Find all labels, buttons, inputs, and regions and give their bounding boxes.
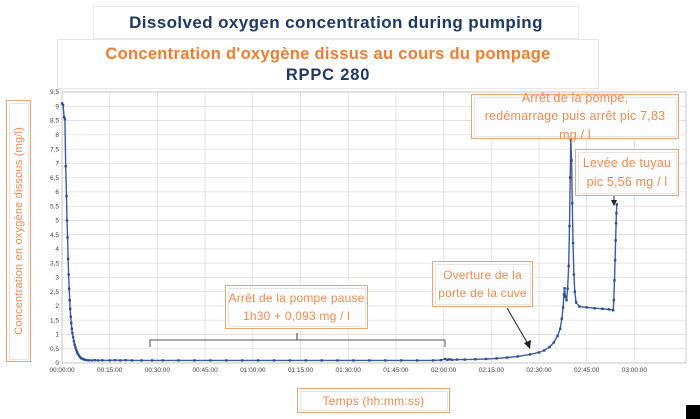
annotation-pump-stop-restart: Arrêt de la pompe, redémarrage puis arrê… xyxy=(471,91,679,142)
corner-black-rectangle xyxy=(686,405,700,419)
annotation-text: porte de la cuve xyxy=(438,286,527,300)
svg-text:00:30:00: 00:30:00 xyxy=(145,367,171,374)
svg-text:01:45:00: 01:45:00 xyxy=(383,367,409,374)
y-axis-label-box: Concentration en oxygène dissous (mg/l) xyxy=(6,100,31,362)
svg-text:01:15:00: 01:15:00 xyxy=(288,367,314,374)
svg-text:4: 4 xyxy=(55,246,59,253)
svg-text:00:45:00: 00:45:00 xyxy=(192,367,218,374)
svg-text:6,5: 6,5 xyxy=(50,175,59,182)
svg-text:0,5: 0,5 xyxy=(50,346,59,353)
svg-text:02:45:00: 02:45:00 xyxy=(574,367,600,374)
svg-text:02:00:00: 02:00:00 xyxy=(431,367,457,374)
annotation-tank-door-open: Overture de la porte de la cuve xyxy=(432,261,533,307)
svg-text:2,5: 2,5 xyxy=(50,289,59,296)
svg-text:6: 6 xyxy=(55,189,59,196)
annotation-text: Overture de la xyxy=(443,268,522,282)
svg-text:01:00:00: 01:00:00 xyxy=(240,367,266,374)
title-french-box: Concentration d'oxygène dissus au cours … xyxy=(57,39,599,89)
svg-text:0: 0 xyxy=(55,360,59,367)
svg-text:9: 9 xyxy=(55,103,59,110)
svg-text:1,5: 1,5 xyxy=(50,317,59,324)
svg-text:00:00:00: 00:00:00 xyxy=(49,367,75,374)
y-axis-label: Concentration en oxygène dissous (mg/l) xyxy=(12,127,25,335)
svg-text:3: 3 xyxy=(55,275,59,282)
title-french: Concentration d'oxygène dissus au cours … xyxy=(105,44,551,63)
title-english-box: Dissolved oxygen concentration during pu… xyxy=(93,6,579,39)
svg-text:7: 7 xyxy=(55,161,59,168)
x-axis-label: Temps (hh:mm:ss) xyxy=(322,393,425,408)
annotation-text: Arrêt de la pompe pause xyxy=(228,291,365,305)
annotation-text: redémarrage puis arrêt pic 7,83 mg / l xyxy=(484,109,666,142)
svg-text:9,5: 9,5 xyxy=(50,89,59,96)
svg-text:5,5: 5,5 xyxy=(50,203,59,210)
title-english: Dissolved oxygen concentration during pu… xyxy=(129,12,543,32)
svg-text:5: 5 xyxy=(55,218,59,225)
annotation-text: 1h30 + 0,093 mg / l xyxy=(243,309,350,323)
svg-text:8: 8 xyxy=(55,132,59,139)
svg-text:1: 1 xyxy=(55,332,59,339)
annotation-pump-pause: Arrêt de la pompe pause 1h30 + 0,093 mg … xyxy=(225,285,368,329)
svg-text:01:30:00: 01:30:00 xyxy=(336,367,362,374)
svg-text:7,5: 7,5 xyxy=(50,146,59,153)
svg-text:8,5: 8,5 xyxy=(50,118,59,125)
title-rppc: RPPC 280 xyxy=(285,65,371,84)
annotation-text: Levée de tuyau xyxy=(582,155,672,170)
svg-text:2: 2 xyxy=(55,303,59,310)
annotation-text: Arrêt de la pompe, xyxy=(521,91,629,106)
svg-text:02:15:00: 02:15:00 xyxy=(479,367,505,374)
svg-text:00:15:00: 00:15:00 xyxy=(97,367,123,374)
svg-text:02:30:00: 02:30:00 xyxy=(526,367,552,374)
annotation-text: pic 5,56 mg / l xyxy=(586,174,668,189)
x-axis-label-box: Temps (hh:mm:ss) xyxy=(297,388,450,413)
svg-text:3,5: 3,5 xyxy=(50,260,59,267)
annotation-hose-lift: Levée de tuyau pic 5,56 mg / l xyxy=(575,149,679,196)
svg-text:03:00:00: 03:00:00 xyxy=(622,367,648,374)
svg-text:4,5: 4,5 xyxy=(50,232,59,239)
